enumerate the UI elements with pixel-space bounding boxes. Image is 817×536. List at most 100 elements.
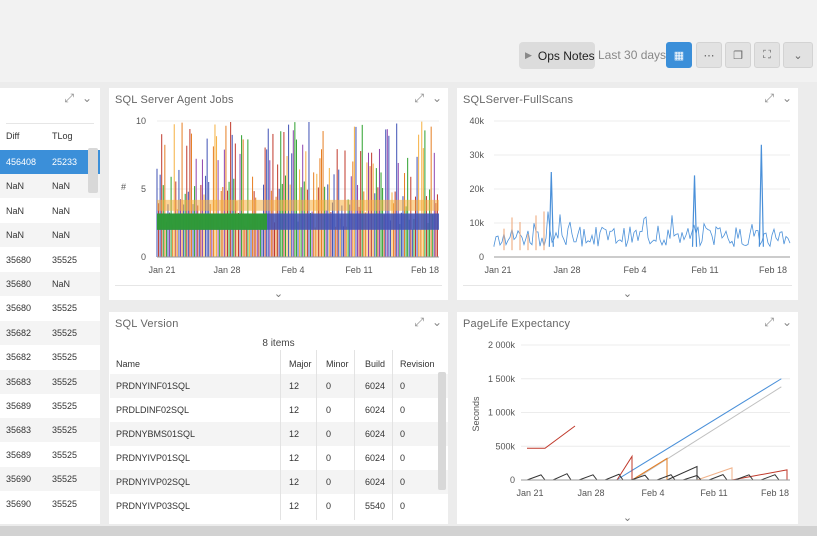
- cell-tlog: 35525: [52, 401, 78, 411]
- collapse-chevron-icon[interactable]: ⌄: [622, 288, 633, 300]
- calendar-button[interactable]: ▦: [666, 42, 692, 68]
- cell-revision: 0: [400, 453, 406, 463]
- table-row[interactable]: 35682 35525: [0, 345, 100, 369]
- table-row[interactable]: PRDLDINF02SQL 12 0 6024 0: [110, 398, 448, 422]
- expand-arrows-icon[interactable]: ⤢: [414, 91, 424, 105]
- cell-name: PRDNYINF01SQL: [116, 381, 191, 391]
- x-tick-label: Feb 11: [691, 265, 718, 275]
- table-row[interactable]: PRDNYBMS01SQL 12 0 6024 0: [110, 422, 448, 446]
- expand-arrows-icon[interactable]: ⤢: [764, 315, 774, 329]
- menu-dropdown-button[interactable]: ⌄: [783, 42, 813, 68]
- copy-icon: ❐: [733, 49, 743, 62]
- table-scrollbar[interactable]: [438, 372, 446, 490]
- table-row[interactable]: 35690 35525: [0, 492, 100, 516]
- cell-revision: 0: [400, 501, 406, 511]
- cell-name: PRDLDINF02SQL: [116, 405, 190, 415]
- table-row[interactable]: NaN NaN: [0, 223, 100, 248]
- cell-tlog: 35525: [52, 498, 78, 509]
- horizontal-scrollbar[interactable]: [0, 526, 817, 536]
- x-tick-label: Jan 21: [484, 265, 511, 275]
- pagelife-series-line: [708, 474, 728, 481]
- pagelife-series-line: [666, 465, 698, 481]
- table-row[interactable]: 35683 35525: [0, 369, 100, 394]
- y-tick-label: 10: [136, 116, 146, 126]
- copy-button[interactable]: ❐: [725, 42, 751, 68]
- table-row[interactable]: PRDNYIVP02SQL 12 0 6024 0: [110, 470, 448, 494]
- cell-diff: 35680: [6, 303, 32, 314]
- pagelife-series-line: [527, 425, 576, 449]
- table-row[interactable]: PRDNYINF01SQL 12 0 6024 0: [110, 374, 448, 398]
- cell-major: 12: [289, 501, 300, 511]
- expand-arrows-icon[interactable]: ⤢: [64, 91, 74, 105]
- cell-build: 6024: [365, 381, 386, 391]
- dots-icon: ⋯: [703, 49, 715, 62]
- table-scrollbar[interactable]: [88, 148, 98, 193]
- col-header-diff[interactable]: Diff: [6, 131, 20, 141]
- col-header-build[interactable]: Build: [365, 359, 386, 369]
- table-row[interactable]: 35680 35525: [0, 248, 100, 272]
- x-tick-label: Jan 28: [577, 488, 604, 498]
- col-header-minor[interactable]: Minor: [326, 359, 349, 369]
- cell-revision: 0: [400, 381, 406, 391]
- cell-major: 12: [289, 405, 300, 415]
- cell-major: 12: [289, 381, 300, 391]
- dots-button[interactable]: ⋯: [696, 42, 722, 68]
- x-tick-label: Jan 28: [553, 265, 580, 275]
- expand-button[interactable]: ⛶: [754, 42, 780, 68]
- table-row[interactable]: PRDNYIVP03SQL 12 0 5540 0: [110, 494, 448, 518]
- cell-diff: 456408: [6, 157, 37, 167]
- pagelife-series-line: [578, 474, 598, 481]
- pagelife-series-line: [633, 386, 782, 481]
- col-header-tlog[interactable]: TLog: [52, 131, 73, 141]
- cell-minor: 0: [326, 453, 332, 463]
- calendar-icon: ▦: [673, 49, 685, 62]
- table-row[interactable]: NaN NaN: [0, 199, 100, 223]
- chevron-down-icon[interactable]: ⌄: [81, 91, 92, 105]
- cell-revision: 0: [400, 405, 406, 415]
- y-tick-label: 10k: [469, 218, 484, 228]
- col-header-major[interactable]: Major: [289, 359, 312, 369]
- table-row[interactable]: 456408 25233: [0, 150, 100, 174]
- cell-name: PRDNYIVP03SQL: [116, 501, 191, 511]
- table-row[interactable]: 35689 35525: [0, 443, 100, 467]
- x-tick-label: Feb 18: [761, 488, 789, 498]
- cell-tlog: 35525: [52, 303, 78, 314]
- table-row[interactable]: 35680 35525: [0, 296, 100, 320]
- cell-minor: 0: [326, 477, 332, 487]
- cell-diff: NaN: [6, 181, 25, 192]
- y-axis-label: Seconds: [471, 396, 481, 432]
- y-tick-label: 20k: [469, 184, 484, 194]
- table-row[interactable]: 35683 35525: [0, 418, 100, 443]
- expand-arrows-icon[interactable]: ⤢: [764, 91, 774, 105]
- cell-revision: 0: [400, 477, 406, 487]
- table-row[interactable]: 35682 35525: [0, 320, 100, 345]
- chevron-down-icon[interactable]: ⌄: [431, 91, 442, 105]
- collapse-chevron-icon[interactable]: ⌄: [622, 512, 633, 524]
- panel-title: SQL Version: [115, 318, 179, 330]
- cell-diff: 35680: [6, 254, 32, 265]
- cell-diff: 35689: [6, 449, 32, 460]
- cell-major: 12: [289, 453, 300, 463]
- table-header-row: Name Major Minor Build Revision: [110, 352, 448, 376]
- ops-notes-button[interactable]: ▶ Ops Notes: [519, 42, 595, 69]
- y-tick-label: 2 000k: [488, 340, 516, 350]
- col-header-revision[interactable]: Revision: [400, 359, 435, 369]
- pagelife-series-line: [682, 474, 702, 481]
- col-header-name[interactable]: Name: [116, 359, 141, 369]
- collapse-chevron-icon[interactable]: ⌄: [273, 288, 284, 300]
- y-tick-label: 5: [141, 184, 146, 194]
- chevron-down-icon[interactable]: ⌄: [781, 91, 792, 105]
- cell-minor: 0: [326, 429, 332, 439]
- chevron-down-icon[interactable]: ⌄: [781, 315, 792, 329]
- panel-title: SQL Server Agent Jobs: [115, 94, 234, 106]
- table-row[interactable]: 35680 NaN: [0, 272, 100, 296]
- time-range-label[interactable]: Last 30 days: [598, 48, 667, 62]
- chevron-down-icon[interactable]: ⌄: [431, 315, 442, 329]
- table-row[interactable]: NaN NaN: [0, 174, 100, 199]
- x-tick-label: Feb 4: [623, 265, 646, 275]
- table-row[interactable]: 35690 35525: [0, 467, 100, 492]
- table-row[interactable]: PRDNYIVP01SQL 12 0 6024 0: [110, 446, 448, 470]
- table-row[interactable]: 35689 35525: [0, 394, 100, 418]
- expand-arrows-icon[interactable]: ⤢: [414, 315, 424, 329]
- pagelife-series-line: [760, 474, 780, 481]
